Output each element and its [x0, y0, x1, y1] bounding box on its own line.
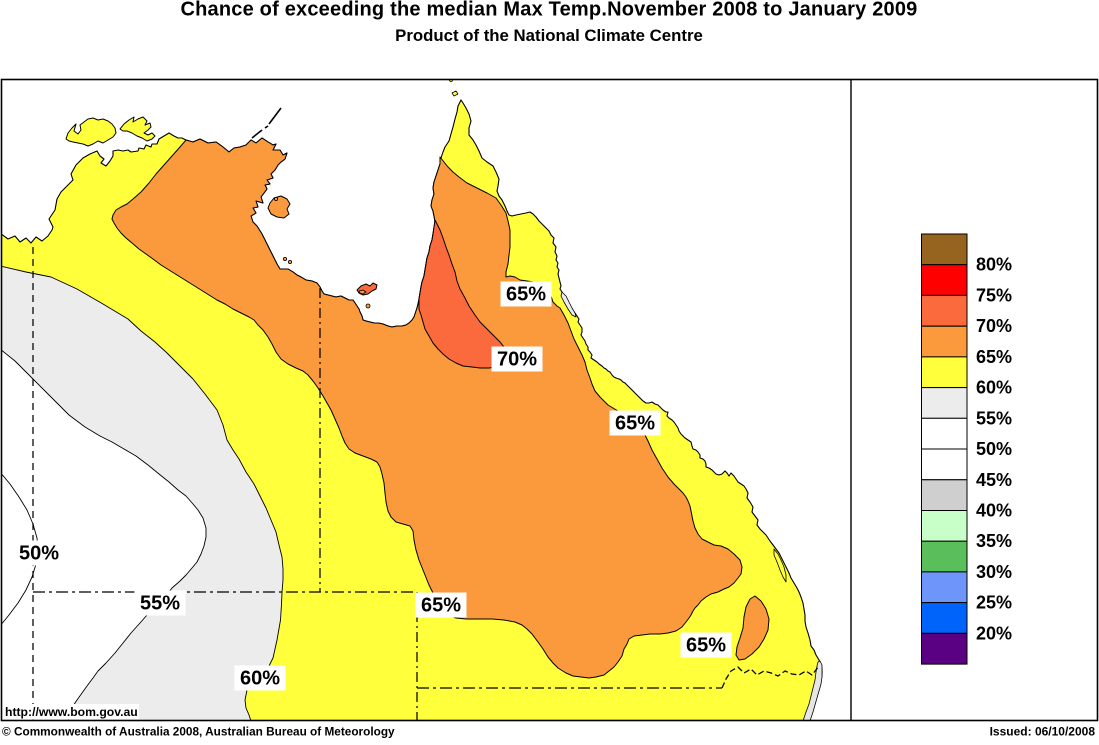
svg-text:http://www.bom.gov.au: http://www.bom.gov.au [5, 705, 138, 719]
svg-text:50%: 50% [976, 439, 1012, 459]
svg-text:45%: 45% [976, 470, 1012, 490]
svg-text:65%: 65% [615, 413, 655, 435]
svg-text:20%: 20% [976, 623, 1012, 643]
svg-text:65%: 65% [506, 284, 546, 306]
svg-text:© Commonwealth of Australia 20: © Commonwealth of Australia 2008, Austra… [2, 725, 395, 739]
svg-text:30%: 30% [976, 562, 1012, 582]
svg-text:65%: 65% [421, 595, 461, 617]
svg-text:80%: 80% [976, 255, 1012, 275]
svg-text:70%: 70% [976, 316, 1012, 336]
svg-text:Product of the National Climat: Product of the National Climate Centre [395, 26, 703, 45]
svg-text:65%: 65% [976, 347, 1012, 367]
svg-text:50%: 50% [19, 543, 59, 565]
svg-text:55%: 55% [140, 593, 180, 615]
svg-text:25%: 25% [976, 593, 1012, 613]
svg-text:Issued: 06/10/2008: Issued: 06/10/2008 [990, 725, 1096, 739]
svg-text:35%: 35% [976, 531, 1012, 551]
svg-text:65%: 65% [686, 635, 726, 657]
svg-text:55%: 55% [976, 408, 1012, 428]
svg-text:Chance of exceeding the median: Chance of exceeding the median Max Temp.… [180, 0, 917, 21]
svg-text:60%: 60% [976, 378, 1012, 398]
svg-text:75%: 75% [976, 285, 1012, 305]
svg-text:70%: 70% [497, 349, 537, 371]
svg-text:60%: 60% [240, 668, 280, 690]
svg-text:40%: 40% [976, 501, 1012, 521]
